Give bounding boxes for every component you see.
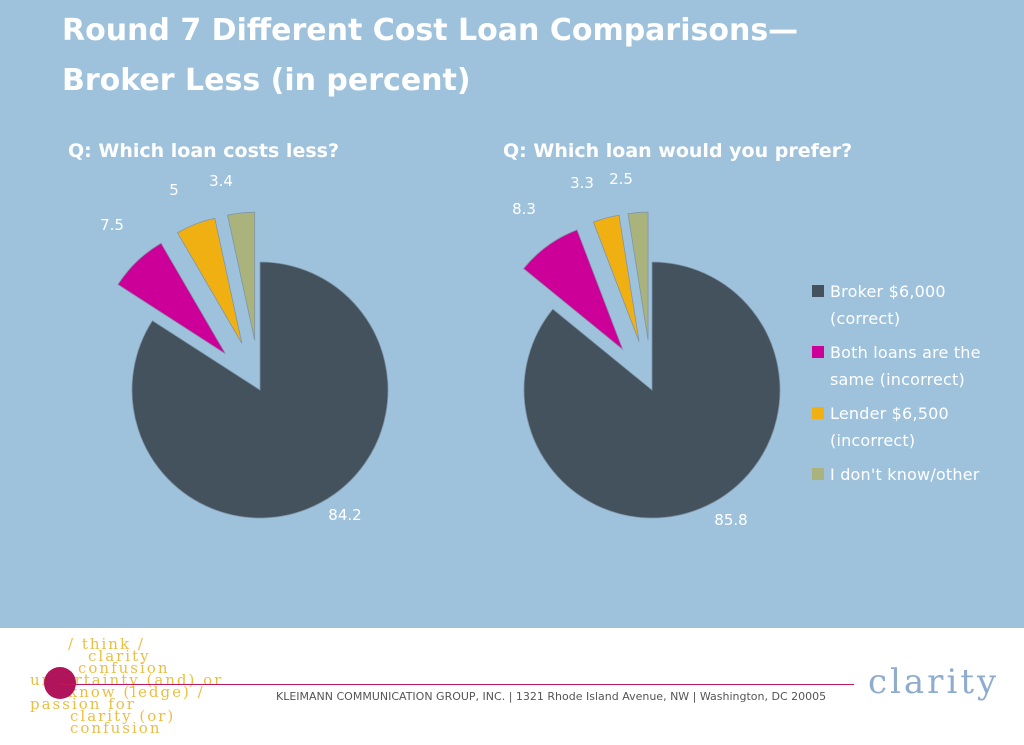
pie-slice-broker xyxy=(523,261,781,519)
pie-slice-lender xyxy=(592,214,640,342)
legend-swatch-dont-know xyxy=(812,468,824,480)
data-label-broker: 85.8 xyxy=(714,511,747,529)
tagline-word: clarity xyxy=(88,647,151,665)
tagline-word: confusion xyxy=(70,719,162,737)
legend-label-both-same-line-2: same (incorrect) xyxy=(830,370,965,389)
legend-item-dont-know: I don't know/other xyxy=(812,461,1012,488)
brand-logo-text: clarity xyxy=(868,662,1000,702)
pie-slice-broker xyxy=(131,261,389,519)
legend-label-both-same-line-1: Both loans are the xyxy=(830,343,981,362)
footer-logo-dot xyxy=(44,667,76,699)
footer xyxy=(0,628,1024,745)
legend-swatch-lender xyxy=(812,407,824,419)
pie-slice-lender xyxy=(176,217,243,344)
legend-label-broker-line-1: Broker $6,000 xyxy=(830,282,946,301)
chart-2-title: Q: Which loan would you prefer? xyxy=(503,140,853,162)
pie-slice-both-same xyxy=(522,229,624,351)
legend-label-lender-line-2: (incorrect) xyxy=(830,431,916,450)
tagline-word: clarity (or) xyxy=(70,707,176,725)
footer-tagline-artwork: / think / clarity confusion uncertainty … xyxy=(30,635,240,736)
legend-item-lender: Lender $6,500 (incorrect) xyxy=(812,400,1012,454)
legend-label-dont-know: I don't know/other xyxy=(830,465,980,484)
pie-chart-costs-less: 84.2 7.5 5 3.4 xyxy=(100,172,389,524)
data-label-both-same: 7.5 xyxy=(100,216,124,234)
slide-title-line-1: Round 7 Different Cost Loan Comparisons— xyxy=(62,13,799,48)
slide-title: Round 7 Different Cost Loan Comparisons—… xyxy=(62,6,962,106)
data-label-lender: 5 xyxy=(169,181,179,199)
pie-slice-both-same xyxy=(117,242,226,355)
data-label-broker: 84.2 xyxy=(328,506,361,524)
pie-slice-dont-know xyxy=(227,211,256,341)
chart-1-title: Q: Which loan costs less? xyxy=(68,140,339,162)
legend-label-lender-line-1: Lender $6,500 xyxy=(830,404,949,423)
legend-item-broker: Broker $6,000 (correct) xyxy=(812,278,1012,332)
tagline-word: uncertainty (and) or xyxy=(30,671,224,689)
tagline-word: / think / xyxy=(68,635,145,653)
pie-charts: 84.2 7.5 5 3.4 85.8 8.3 3.3 2.5 xyxy=(100,170,781,529)
pie-chart-prefer: 85.8 8.3 3.3 2.5 xyxy=(512,170,781,529)
data-label-lender: 3.3 xyxy=(570,174,594,192)
data-label-both-same: 8.3 xyxy=(512,200,536,218)
tagline-word: passion for xyxy=(30,695,136,713)
chart-legend: Broker $6,000 (correct) Both loans are t… xyxy=(812,278,1012,495)
legend-label-broker-line-2: (correct) xyxy=(830,309,901,328)
legend-swatch-both-same xyxy=(812,346,824,358)
tagline-word: know (ledge) / xyxy=(68,683,205,701)
footer-divider xyxy=(60,684,854,685)
tagline-word: confusion xyxy=(78,659,170,677)
legend-item-both-same: Both loans are the same (incorrect) xyxy=(812,339,1012,393)
footer-address: KLEIMANN COMMUNICATION GROUP, INC. | 132… xyxy=(276,690,827,703)
data-label-dont-know: 3.4 xyxy=(209,172,233,190)
legend-swatch-broker xyxy=(812,285,824,297)
data-label-dont-know: 2.5 xyxy=(609,170,633,188)
pie-slice-dont-know xyxy=(627,211,649,341)
slide-title-line-2: Broker Less (in percent) xyxy=(62,63,471,98)
